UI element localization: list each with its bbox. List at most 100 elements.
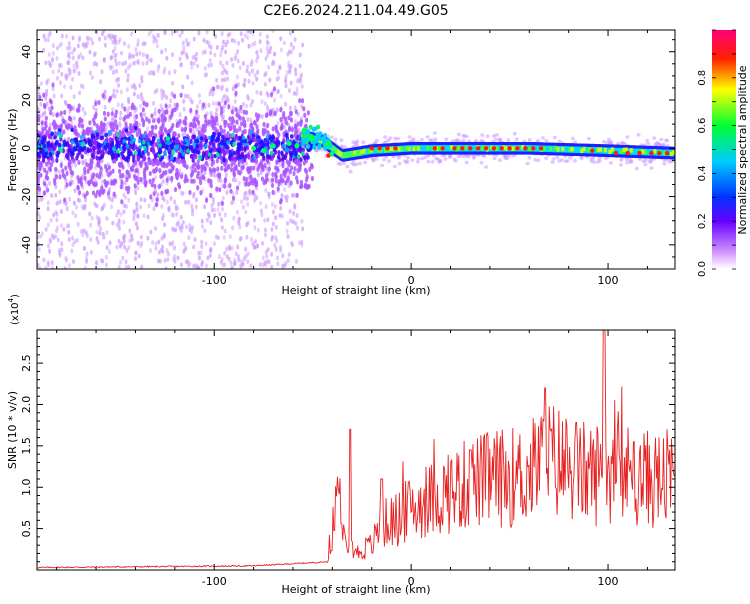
heat-cell: [153, 226, 157, 231]
snr-x-tick-label: 0: [408, 575, 415, 588]
heat-cell: [201, 123, 205, 129]
spectrogram-heatmap: [37, 30, 675, 269]
heat-cell: [60, 93, 64, 99]
heat-cell: [263, 81, 267, 87]
heat-cell: [175, 158, 179, 164]
heat-cell: [207, 152, 212, 157]
heat-cell: [67, 237, 71, 242]
heat-cell: [83, 193, 87, 199]
heat-cell: [235, 74, 239, 80]
heat-cell: [464, 134, 469, 139]
heat-cell: [44, 227, 48, 232]
heat-cell: [263, 138, 268, 143]
heat-cell: [77, 54, 81, 60]
heat-cell: [348, 169, 353, 174]
heat-cell: [245, 103, 249, 109]
heat-cell: [232, 141, 236, 147]
heat-cell: [47, 52, 51, 57]
heat-cell: [345, 151, 349, 158]
heat-cell: [95, 62, 99, 67]
heat-cell: [223, 177, 228, 183]
heat-cell: [203, 170, 207, 175]
heat-cell: [414, 145, 418, 151]
heat-cell: [146, 214, 150, 220]
heat-cell: [600, 147, 604, 154]
heat-cell: [360, 149, 364, 154]
heat-cell: [58, 146, 62, 151]
heat-cell: [303, 112, 307, 118]
heat-cell: [308, 124, 313, 130]
heat-cell: [117, 60, 121, 66]
heat-cell: [108, 64, 112, 70]
heat-cell: [494, 133, 499, 137]
heat-cell: [81, 142, 86, 147]
heat-cell: [124, 157, 128, 162]
heat-cell: [163, 258, 167, 263]
heat-cell: [515, 146, 520, 151]
heat-cell: [235, 185, 240, 191]
heat-cell: [48, 126, 52, 132]
heat-cell: [190, 99, 194, 105]
heat-cell: [48, 180, 52, 186]
heat-cell: [90, 75, 94, 80]
heat-cell: [100, 127, 104, 133]
heat-cell: [49, 61, 53, 67]
heat-cell: [75, 60, 79, 66]
heat-cell: [151, 161, 155, 167]
heat-cell: [447, 154, 452, 159]
heat-cell: [196, 159, 200, 165]
heat-cell: [281, 143, 286, 148]
heat-cell: [241, 61, 245, 66]
heat-cell: [127, 173, 132, 179]
heat-cell: [279, 93, 283, 99]
heat-cell: [160, 95, 164, 101]
heat-cell: [217, 254, 221, 260]
heat-cell: [211, 91, 215, 97]
heat-cell: [361, 140, 366, 145]
heat-cell: [284, 116, 288, 122]
heat-cell: [284, 101, 288, 107]
heat-cell: [104, 132, 108, 138]
heat-cell: [295, 179, 300, 185]
heat-cell: [86, 127, 90, 133]
heat-cell: [119, 89, 123, 95]
heat-cell: [90, 152, 94, 158]
heat-cell: [269, 151, 274, 156]
heat-cell: [203, 228, 207, 234]
heat-cell: [126, 189, 130, 195]
heat-cell: [87, 36, 91, 41]
heat-cell: [248, 71, 252, 77]
spectrogram-y-tick-label: 40: [20, 45, 33, 59]
heat-cell: [117, 39, 121, 45]
heat-cell: [222, 104, 226, 110]
heat-cell: [117, 162, 122, 168]
heat-cell: [50, 131, 55, 136]
heat-cell: [137, 138, 142, 144]
heat-cell: [96, 142, 101, 147]
heat-cell: [200, 224, 204, 229]
heat-cell: [227, 104, 231, 110]
heat-cell: [200, 259, 204, 265]
heat-cell: [83, 149, 88, 155]
heat-cell: [298, 98, 302, 104]
heat-cell: [143, 112, 147, 118]
heat-cell: [425, 135, 430, 139]
heat-cell: [128, 228, 132, 234]
heat-cell: [275, 129, 279, 135]
heat-cell: [182, 49, 186, 55]
heat-cell: [67, 229, 71, 235]
heat-cell: [184, 224, 188, 230]
heat-cell: [160, 236, 164, 241]
heat-cell: [179, 262, 183, 268]
heat-cell: [204, 160, 209, 166]
heat-cell: [243, 32, 247, 38]
heat-cell: [241, 101, 245, 107]
heat-cell: [218, 211, 222, 217]
heat-cell: [239, 31, 243, 37]
heat-cell: [135, 51, 139, 57]
heat-cell: [143, 148, 148, 154]
heat-cell: [405, 145, 409, 151]
heat-cell: [231, 105, 235, 111]
heat-cell: [284, 83, 288, 89]
heat-cell: [114, 178, 118, 184]
